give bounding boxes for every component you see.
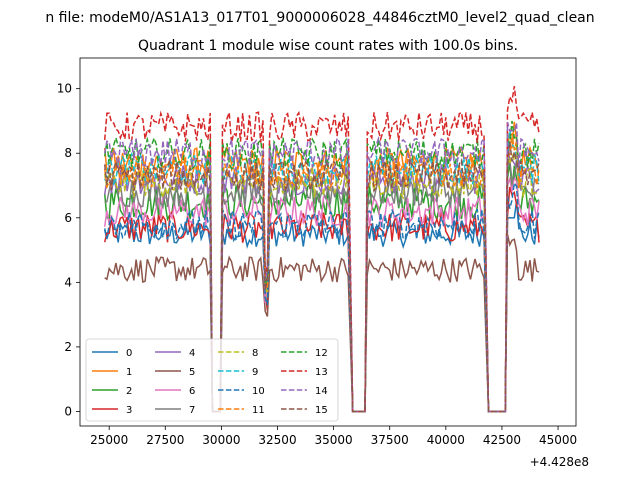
y-tick-label: 4 (64, 275, 72, 289)
legend-label-13: 13 (315, 367, 328, 378)
series-line-7 (104, 159, 540, 413)
x-tick-label: 27500 (146, 433, 184, 447)
x-tick-label: 42500 (483, 433, 521, 447)
y-tick-label: 2 (64, 340, 72, 354)
series-line-3 (103, 186, 540, 413)
y-tick-label: 0 (64, 404, 72, 418)
legend-label-0: 0 (126, 348, 132, 359)
legend-label-1: 1 (126, 367, 132, 378)
figure-suptitle: n file: modeM0/AS1A13_017T01_9000006028_… (45, 10, 594, 26)
series-line-14 (103, 121, 540, 413)
x-tick-label: 25000 (90, 433, 128, 447)
x-tick-label: 32500 (258, 433, 296, 447)
legend-label-10: 10 (252, 386, 265, 397)
series-line-15 (103, 141, 540, 413)
series-line-0 (103, 201, 540, 413)
legend-label-14: 14 (315, 386, 328, 397)
y-tick-label: 6 (64, 211, 72, 225)
legend-label-8: 8 (252, 348, 258, 359)
chart-title: Quadrant 1 module wise count rates with … (138, 38, 518, 54)
axes-frame (79, 57, 577, 427)
legend-label-12: 12 (315, 348, 328, 359)
legend-label-7: 7 (189, 405, 195, 416)
x-tick-label: 35000 (315, 433, 353, 447)
x-tick-label: 37500 (371, 433, 409, 447)
x-tick-label: 45000 (539, 433, 577, 447)
legend-label-5: 5 (189, 367, 195, 378)
axes-layer: 25000 27500 30000 32500 35000 37500 40000 42500… (57, 57, 577, 447)
series-line-6 (103, 174, 540, 413)
legend-label-4: 4 (189, 348, 195, 359)
y-tick-label: 10 (57, 82, 72, 96)
series-line-5 (104, 234, 540, 413)
series-line-10 (103, 180, 540, 413)
legend-label-2: 2 (126, 386, 132, 397)
legend-label-9: 9 (252, 367, 258, 378)
series-layer (103, 86, 540, 413)
x-tick-label: 40000 (427, 433, 465, 447)
legend-label-15: 15 (315, 405, 328, 416)
legend-box (85, 338, 339, 422)
x-offset-label: +4.428e8 (530, 455, 589, 469)
legend-label-6: 6 (189, 386, 195, 397)
series-line-9 (104, 129, 540, 413)
y-tick-label: 8 (64, 146, 72, 160)
series-line-12 (103, 120, 540, 413)
legend-label-3: 3 (126, 405, 132, 416)
legend-label-11: 11 (252, 405, 265, 416)
x-tick-label: 30000 (202, 433, 240, 447)
